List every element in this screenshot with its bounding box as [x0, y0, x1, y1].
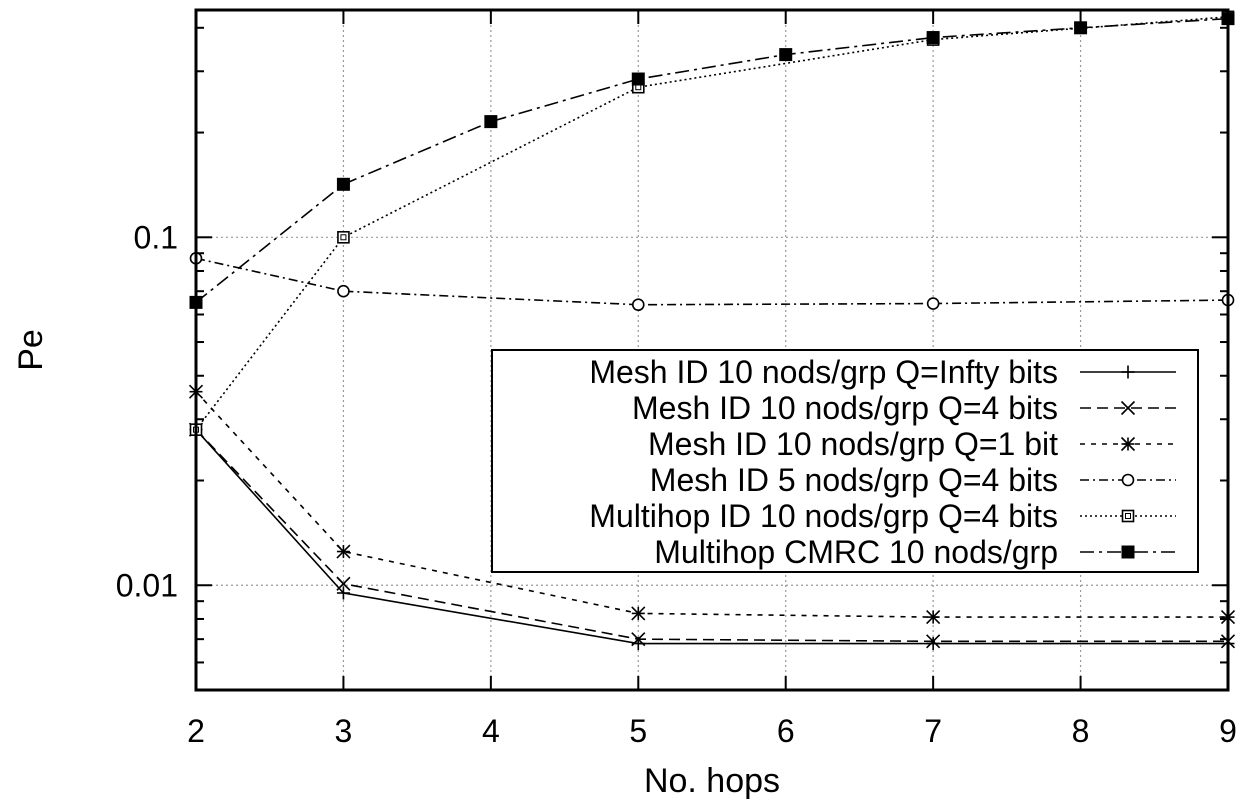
data-point [336, 586, 350, 600]
legend-label: Mesh ID 10 nods/grp Q=Infty bits [589, 354, 1058, 390]
x-tick-label: 8 [1072, 713, 1090, 749]
series-4 [189, 252, 1235, 312]
minor-ticks [195, 10, 1229, 690]
x-tick-label: 2 [187, 713, 205, 749]
legend-item: Multihop ID 10 nods/grp Q=4 bits [589, 498, 1176, 534]
x-tick-label: 3 [335, 713, 353, 749]
series-line [195, 257, 1229, 306]
tick-labels: 2 3 4 5 6 7 8 9 0.01 0.1 [116, 219, 1237, 749]
data-point [337, 230, 350, 244]
legend-item: Mesh ID 10 nods/grp Q=Infty bits [589, 354, 1176, 390]
x-tick-label: 4 [482, 713, 500, 749]
legend-item: Mesh ID 10 nods/grp Q=4 bits [632, 390, 1176, 426]
legend-label: Mesh ID 10 nods/grp Q=1 bit [648, 426, 1058, 462]
y-axis-label: Pe [12, 329, 50, 371]
legend-item: Mesh ID 5 nods/grp Q=4 bits [650, 462, 1176, 498]
legend-marker [1121, 365, 1135, 379]
data-point [631, 298, 645, 312]
data-point [631, 606, 646, 621]
x-tick-label: 5 [629, 713, 647, 749]
data-point [926, 31, 940, 45]
data-point [779, 48, 793, 62]
data-point [631, 72, 645, 86]
x-tick-label: 6 [777, 713, 795, 749]
series-line [195, 17, 1229, 304]
legend-marker [1121, 473, 1135, 487]
data-point [1074, 21, 1088, 35]
data-point [484, 115, 498, 129]
legend-box [491, 349, 1199, 573]
legend-marker [1120, 436, 1136, 452]
legend-marker [1121, 545, 1135, 559]
x-axis-label: No. hops [644, 762, 780, 800]
x-tick-label: 9 [1219, 713, 1237, 749]
legend-label: Mesh ID 10 nods/grp Q=4 bits [632, 390, 1058, 426]
legend-label: Mesh ID 5 nods/grp Q=4 bits [650, 462, 1058, 498]
data-point [926, 610, 941, 625]
y-tick-label: 0.1 [134, 219, 178, 255]
y-tick-label: 0.01 [116, 567, 178, 603]
data-point [926, 634, 941, 649]
series-6 [189, 12, 1235, 309]
x-tick-label: 7 [924, 713, 942, 749]
series-line [195, 16, 1229, 431]
data-point [336, 544, 351, 559]
legend-item: Multihop CMRC 10 nods/grp [654, 534, 1176, 570]
series-lines [188, 10, 1236, 651]
legend-marker [1121, 509, 1135, 523]
data-point [336, 576, 351, 591]
legend-marker [1120, 400, 1136, 416]
data-point [336, 177, 350, 191]
legend-label: Multihop ID 10 nods/grp Q=4 bits [589, 498, 1058, 534]
data-point [337, 284, 350, 298]
legend-label: Multihop CMRC 10 nods/grp [654, 534, 1058, 570]
data-point [926, 297, 940, 310]
plot-frame [194, 8, 1230, 692]
data-point [926, 637, 940, 651]
legend-item: Mesh ID 10 nods/grp Q=1 bit [648, 426, 1176, 462]
data-point [631, 632, 646, 647]
